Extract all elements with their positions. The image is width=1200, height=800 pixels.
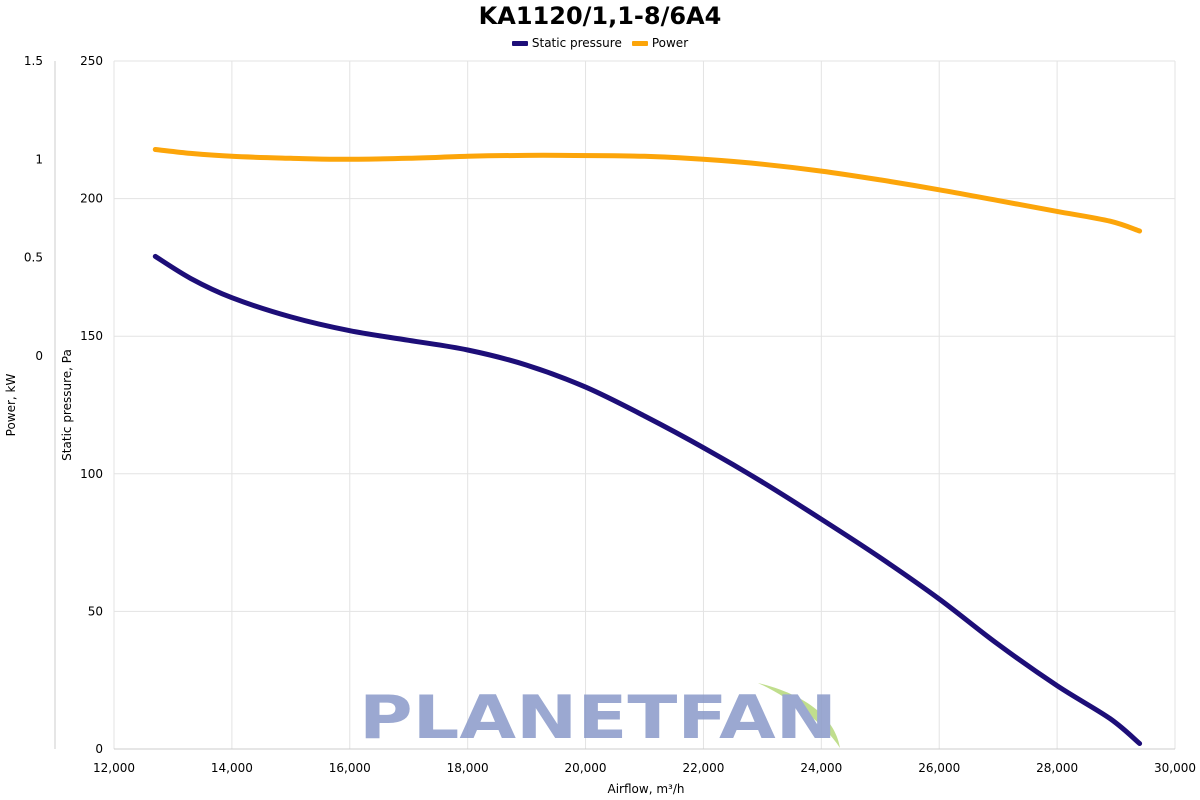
legend-item-power[interactable]: Power [631,36,689,50]
watermark: PLANETFAN [359,683,840,753]
legend-label-power: Power [651,36,689,50]
axes: 12,000 14,000 16,000 18,000 20,000 22,000 24,0… [24,54,1196,775]
y-tick-label: 100 [80,467,103,481]
y-axis-label: Static pressure, Pa [60,349,74,461]
legend-swatch-static-pressure [511,40,528,46]
y-tick-label: 150 [80,329,103,343]
x-axis-label: Airflow, m³/h [608,782,685,796]
legend-swatch-power [631,40,648,46]
x-tick-label: 12,000 [93,761,135,775]
y2-axis-label: Power, kW [4,374,18,437]
legend: Static pressure Power [0,36,1200,50]
y-tick-label: 0 [95,742,103,756]
y2-tick-label: 1 [35,152,43,166]
series-group [152,147,1143,746]
series-line-power [152,147,1143,234]
x-tick-label: 28,000 [1036,761,1078,775]
y-tick-label: 50 [88,604,103,618]
legend-label-static-pressure: Static pressure [531,36,622,50]
grid [113,60,1176,750]
x-tick-label: 14,000 [211,761,253,775]
x-tick-label: 24,000 [800,761,842,775]
y-tick-label: 250 [80,54,103,68]
y-tick-label: 200 [80,192,103,206]
y2-tick-label: 0.5 [24,251,43,265]
x-tick-label: 16,000 [329,761,371,775]
y2-tick-label: 1.5 [24,54,43,68]
watermark-text: PLANETFAN [359,683,837,753]
x-tick-label: 26,000 [918,761,960,775]
x-tick-label: 18,000 [447,761,489,775]
x-tick-label: 30,000 [1154,761,1196,775]
x-tick-label: 20,000 [565,761,607,775]
chart-title: KA1120/1,1-8/6A4 [478,2,722,30]
series-line-static-pressure [152,253,1143,746]
y2-tick-label: 0 [35,349,43,363]
legend-item-static-pressure[interactable]: Static pressure [511,36,622,50]
x-tick-label: 22,000 [682,761,724,775]
